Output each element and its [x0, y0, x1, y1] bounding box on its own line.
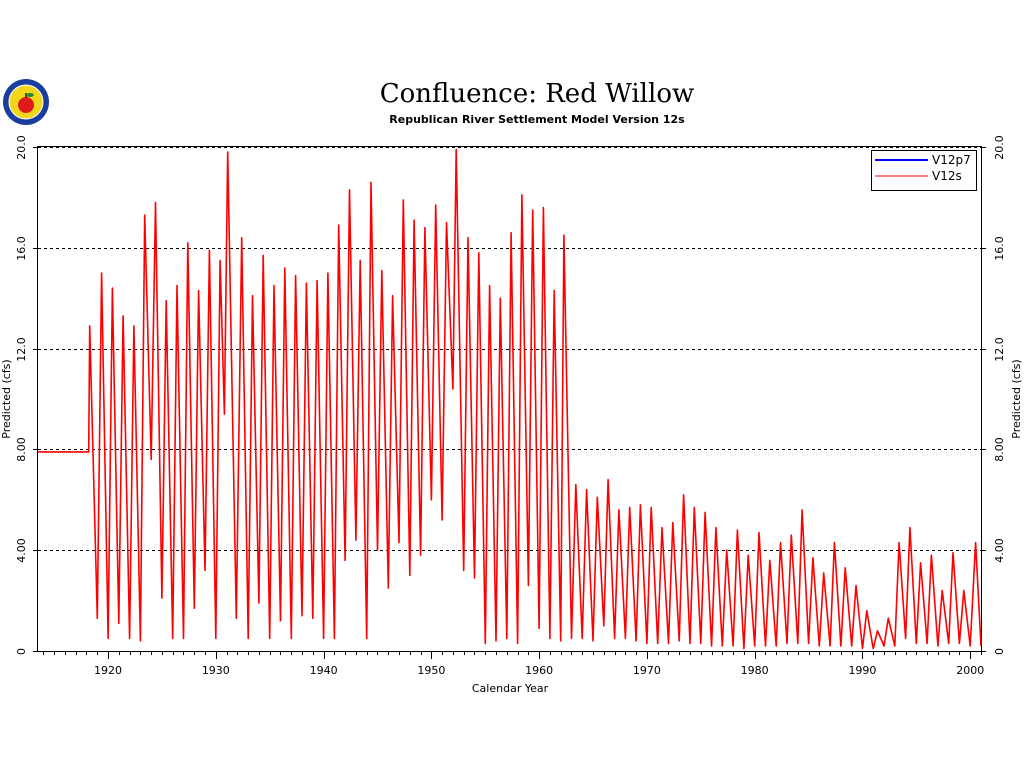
y-tick-label-left: 0 — [15, 648, 28, 655]
series-line-v12s — [38, 148, 982, 650]
legend-label-v12s: V12s — [932, 169, 962, 183]
legend-box — [871, 150, 977, 191]
series-layer — [38, 148, 982, 650]
chart-title: Confluence: Red Willow — [380, 79, 694, 109]
legend: V12p7 V12s — [871, 150, 977, 191]
y-tick-label-right: 0 — [993, 648, 1006, 655]
y-tick-label-right: 8.00 — [993, 437, 1006, 462]
y-tick-label-left: 8.00 — [15, 437, 28, 462]
chart-subtitle: Republican River Settlement Model Versio… — [389, 113, 685, 126]
y-tick-label-left: 20.0 — [15, 135, 28, 160]
y-axis-label-left: Predicted (cfs) — [0, 359, 13, 438]
x-tick-label: 1960 — [525, 664, 553, 677]
y-tick-label-right: 12.0 — [993, 337, 1006, 362]
x-tick-label: 1990 — [848, 664, 876, 677]
y-axis-right: 0 4.00 8.00 12.0 16.0 20.0 — [981, 135, 1006, 655]
state-seal-logo — [3, 79, 49, 125]
y-tick-label-left: 12.0 — [15, 337, 28, 362]
y-tick-label-right: 4.00 — [993, 538, 1006, 563]
x-tick-label: 1970 — [633, 664, 661, 677]
y-tick-label-right: 16.0 — [993, 236, 1006, 261]
x-tick-label: 1950 — [417, 664, 445, 677]
x-tick-label: 1940 — [310, 664, 338, 677]
y-axis-left: 0 4.00 8.00 12.0 16.0 20.0 — [15, 135, 38, 655]
legend-label-v12p7: V12p7 — [932, 153, 971, 167]
x-tick-label: 1930 — [202, 664, 230, 677]
plot-frame — [37, 146, 982, 652]
x-tick-label: 2000 — [956, 664, 984, 677]
y-tick-label-left: 4.00 — [15, 538, 28, 563]
x-tick-label: 1980 — [741, 664, 769, 677]
y-tick-label-left: 16.0 — [15, 236, 28, 261]
y-tick-label-right: 20.0 — [993, 135, 1006, 160]
y-axis-label-right: Predicted (cfs) — [1010, 359, 1023, 438]
x-axis: 1920 1930 1940 1950 1960 1970 1980 1990 2000 — [43, 651, 984, 677]
x-tick-label: 1920 — [94, 664, 122, 677]
x-axis-label: Calendar Year — [472, 682, 549, 695]
